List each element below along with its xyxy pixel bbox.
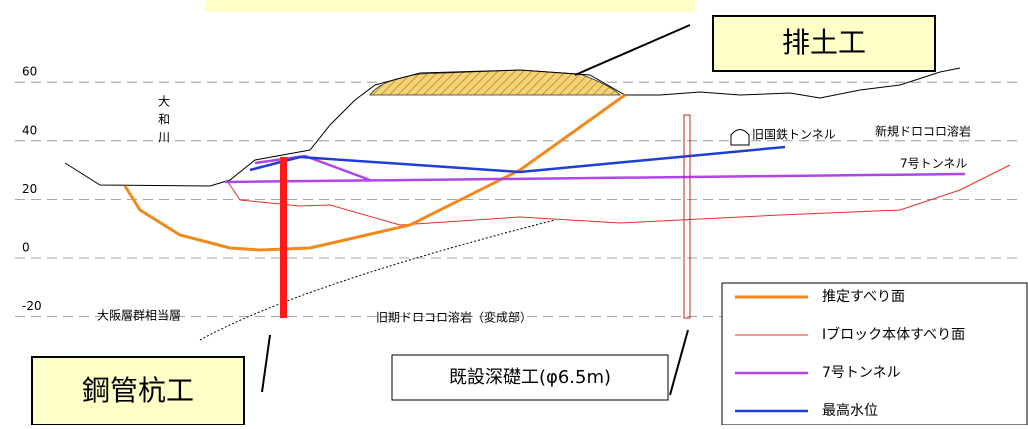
label: 大和川 — [157, 95, 171, 149]
legend-label: 7号トンネル — [822, 365, 901, 381]
label: 旧期ドロコロ溶岩（変成部） — [376, 310, 532, 325]
tick-label: 60 — [22, 65, 37, 79]
deep-foundation — [683, 114, 691, 319]
callout: 既設深礎工(φ6.5m) — [449, 367, 611, 388]
legend-label: 最高水位 — [822, 402, 878, 419]
ground-surface — [64, 67, 961, 187]
tick-label: 20 — [22, 182, 37, 196]
legend-label: Iブロック本体すべり面 — [822, 326, 965, 343]
callout-box — [391, 354, 669, 401]
tick-label: 40 — [22, 123, 37, 137]
steel-pile — [280, 157, 287, 318]
top-banner — [205, 0, 695, 12]
legend — [721, 282, 1028, 426]
estimated-slip-line — [123, 93, 626, 252]
tick-label: 0 — [22, 241, 30, 255]
legend-label: 推定すべり面 — [822, 289, 905, 305]
label: 大阪層群相当層 — [97, 309, 181, 323]
label: 新規ドロコロ溶岩 — [875, 124, 971, 139]
leader — [669, 329, 689, 396]
water-level-line — [249, 145, 786, 174]
callout-box — [712, 15, 936, 72]
leader — [574, 24, 691, 76]
leader — [261, 334, 271, 393]
label: 旧国鉄トンネル — [752, 127, 836, 142]
tunnel-icon — [730, 129, 750, 146]
excavation-area — [369, 69, 621, 96]
callout: 鋼管杭工 — [82, 374, 194, 407]
callout-box — [31, 356, 245, 426]
tick-label: -20 — [22, 299, 42, 313]
layer-boundary — [199, 219, 556, 341]
callout: 排土工 — [782, 26, 866, 59]
label: 7号トンネル — [900, 157, 967, 171]
tunnel7-line — [224, 154, 966, 184]
